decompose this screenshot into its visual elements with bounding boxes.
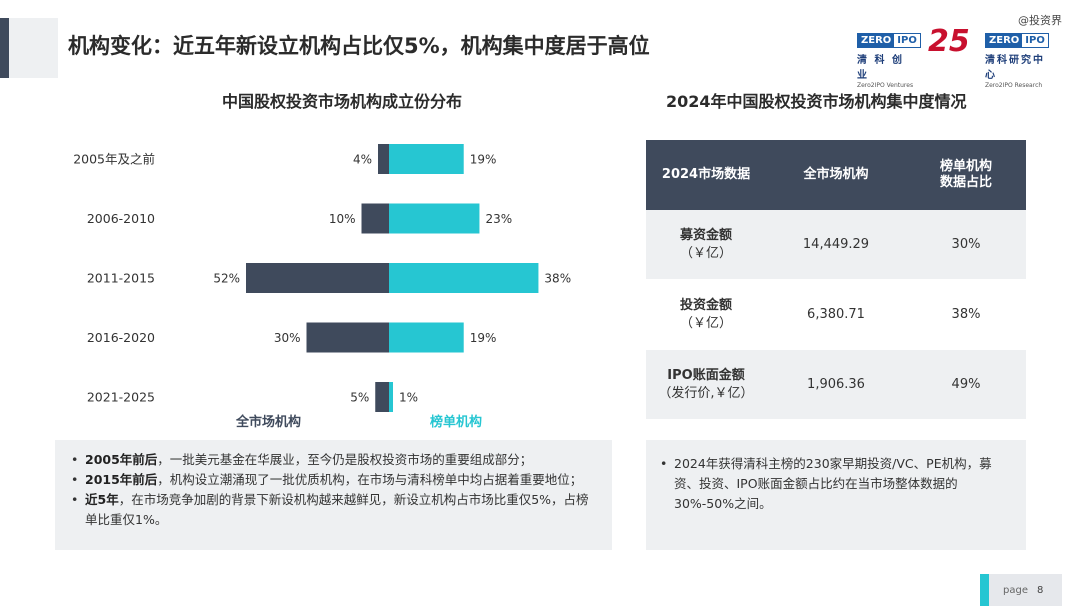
data-label-all-market: 10% [329, 212, 356, 226]
header-all-market: 全市场机构 [803, 166, 869, 182]
title-accent-bar [0, 18, 9, 78]
row-unit: （发行价,￥亿） [658, 385, 754, 401]
zero2ipo-ventures-logo: ZERO IPO 清 科 创 业 Zero2IPO Ventures [857, 28, 921, 89]
row-label: IPO账面金额 [667, 367, 745, 383]
diverging-bar-chart: 2005年及之前 4% 19% 2006-2010 10% 23% 2011-2015 52%… [73, 144, 571, 412]
note-item: 近5年，在市场竞争加剧的背景下新设机构越来越鲜见，新设立机构占市场比重仅5%，占… [69, 490, 598, 530]
bar-ranked [389, 322, 464, 353]
left-notes: 2005年前后，一批美元基金在华展业，至今仍是股权投资市场的重要组成部分； 20… [55, 440, 612, 550]
header-ranked-share: 榜单机构 数据占比 [939, 158, 992, 190]
legend-ranked: 榜单机构 [430, 415, 483, 430]
note-item: 2015年前后，机构设立潮涌现了一批优质机构，在市场与清科榜单中均占据着重要地位… [69, 470, 598, 490]
watermark: @投资界 [1018, 14, 1062, 27]
page-accent-bar [980, 574, 989, 606]
row-value: 6,380.71 [807, 306, 865, 322]
bar-ranked [389, 382, 393, 412]
category-label: 2011-2015 [87, 271, 155, 286]
data-label-ranked: 19% [470, 331, 497, 345]
row-share: 30% [951, 236, 981, 252]
zero2ipo-research-logo: ZERO IPO 清科研究中心 Zero2IPO Research [985, 28, 1049, 89]
concentration-table: 2024市场数据 全市场机构 榜单机构 数据占比 募资金额 （￥亿） 14,449… [646, 140, 1026, 420]
table-row: IPO账面金额 （发行价,￥亿） 1,906.36 49% [646, 350, 1026, 420]
note-item: 2024年获得清科主榜的230家早期投资/VC、PE机构，募资、投资、IPO账面… [658, 454, 1014, 514]
category-label: 2006-2010 [87, 211, 155, 226]
row-unit: （￥亿） [679, 315, 732, 331]
page-label: page [1003, 585, 1028, 596]
row-share: 38% [951, 306, 981, 322]
bar-all-market [378, 144, 389, 174]
bar-all-market [375, 382, 389, 412]
bar-all-market [246, 263, 389, 293]
anniversary-25-logo: 25 [928, 24, 970, 59]
data-label-all-market: 5% [350, 391, 369, 405]
data-label-ranked: 1% [399, 391, 418, 405]
row-share: 49% [951, 376, 981, 392]
page-indicator [980, 574, 1062, 606]
data-label-ranked: 19% [470, 153, 497, 167]
page-number: 8 [1037, 585, 1044, 596]
category-label: 2005年及之前 [73, 152, 155, 167]
category-label: 2016-2020 [87, 330, 155, 345]
title-band [0, 18, 58, 78]
row-label: 投资金额 [679, 297, 732, 313]
left-panel-title: 中国股权投资市场机构成立份分布 [222, 92, 463, 111]
data-label-ranked: 23% [485, 212, 512, 226]
data-label-all-market: 4% [353, 153, 372, 167]
bar-ranked [389, 263, 539, 293]
bar-ranked [389, 144, 464, 174]
table-header: 2024市场数据 全市场机构 榜单机构 数据占比 [646, 140, 1026, 210]
note-item: 2005年前后，一批美元基金在华展业，至今仍是股权投资市场的重要组成部分； [69, 450, 598, 470]
data-label-all-market: 52% [213, 272, 240, 286]
right-notes: 2024年获得清科主榜的230家早期投资/VC、PE机构，募资、投资、IPO账面… [646, 440, 1026, 550]
table-row: 募资金额 （￥亿） 14,449.29 30% [646, 210, 1026, 280]
bar-all-market [306, 322, 389, 353]
category-label: 2021-2025 [87, 390, 155, 405]
data-label-ranked: 38% [544, 272, 571, 286]
slide-title: 机构变化：近五年新设立机构占比仅5%，机构集中度居于高位 [68, 34, 650, 58]
bar-all-market [361, 203, 389, 234]
bar-ranked [389, 203, 480, 234]
table-row: 投资金额 （￥亿） 6,380.71 38% [646, 280, 1026, 350]
row-label: 募资金额 [679, 227, 732, 243]
right-panel-title: 2024年中国股权投资市场机构集中度情况 [666, 92, 967, 111]
legend-all-market: 全市场机构 [236, 415, 302, 430]
data-label-all-market: 30% [274, 331, 301, 345]
row-value: 14,449.29 [802, 236, 870, 252]
row-value: 1,906.36 [807, 376, 865, 392]
row-unit: （￥亿） [679, 245, 732, 261]
header-market-data: 2024市场数据 [661, 166, 751, 182]
